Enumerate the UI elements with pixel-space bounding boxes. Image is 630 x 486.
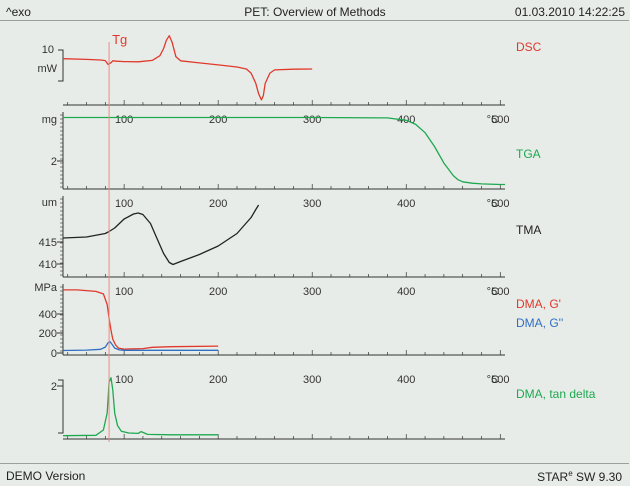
chart-title: PET: Overview of Methods xyxy=(244,5,386,19)
dsc-scale-label: 10 xyxy=(42,44,54,56)
plot-frame xyxy=(0,20,629,464)
series-label: DMA, G'' xyxy=(516,316,563,330)
dma-series-line xyxy=(62,341,219,352)
tga-series-line xyxy=(63,116,505,186)
brand-name: STAR xyxy=(537,470,569,484)
dma-x-tick-label: 200 xyxy=(209,286,227,298)
tma-x-tick-label: 300 xyxy=(303,198,321,210)
dma-x-tick-label: 500 xyxy=(491,286,509,298)
dma-y-tick-label: 200 xyxy=(39,328,57,340)
timestamp: 01.03.2010 14:22:25 xyxy=(514,5,625,19)
series-label: DMA, tan delta xyxy=(516,387,596,401)
tga-x-tick-label: 300 xyxy=(303,114,321,126)
tandelta-x-tick-label: 400 xyxy=(397,374,415,386)
dsc-y-unit: mW xyxy=(37,63,57,75)
series-label: DMA, G' xyxy=(516,297,561,311)
dma-x-tick-label: 300 xyxy=(303,286,321,298)
exo-direction-label: ^exo xyxy=(6,5,31,19)
dma-series-line xyxy=(63,289,219,350)
series-label: TMA xyxy=(516,223,541,237)
tandelta-x-unit: °C xyxy=(487,374,499,386)
tandelta-x-tick-label: 300 xyxy=(303,374,321,386)
software-version: STARe SW 9.30 xyxy=(537,469,622,484)
dma-x-unit: °C xyxy=(487,286,499,298)
version-number: SW 9.30 xyxy=(572,470,622,484)
tandelta-x-tick-label: 500 xyxy=(491,374,509,386)
tma-y-tick-label: 415 xyxy=(39,237,57,249)
tga-x-tick-label: 100 xyxy=(115,114,133,126)
tandelta-x-tick-label: 100 xyxy=(115,374,133,386)
tma-y-tick-label: 410 xyxy=(39,259,57,271)
tma-x-unit: °C xyxy=(487,198,499,210)
tandelta-x-tick-label: 200 xyxy=(209,374,227,386)
demo-version-label: DEMO Version xyxy=(6,469,86,483)
tandelta-scale-bar xyxy=(58,379,64,434)
tandelta-y-tick-label: 2 xyxy=(51,381,57,393)
brand-mark: e xyxy=(568,469,573,478)
tma-x-tick-label: 200 xyxy=(209,198,227,210)
dsc-scale-bar xyxy=(58,49,64,82)
dma-x-tick-label: 100 xyxy=(115,286,133,298)
tma-series-line xyxy=(62,204,260,266)
tandelta-series-line xyxy=(62,377,219,437)
tga-x-unit: °C xyxy=(487,114,499,126)
dma-y-unit: MPa xyxy=(34,282,58,294)
tga-x-tick-label: 500 xyxy=(491,114,509,126)
tga-x-tick-label: 200 xyxy=(209,114,227,126)
dma-y-tick-label: 400 xyxy=(39,309,57,321)
tma-x-tick-label: 500 xyxy=(491,198,509,210)
tma-x-tick-label: 100 xyxy=(115,198,133,210)
tga-y-unit: mg xyxy=(42,114,57,126)
dma-x-tick-label: 400 xyxy=(397,286,415,298)
status-bar: DEMO Version STARe SW 9.30 xyxy=(0,466,630,486)
series-label: DSC xyxy=(516,40,542,54)
tma-x-tick-label: 400 xyxy=(397,198,415,210)
series-label: TGA xyxy=(516,147,541,161)
dsc-series-line xyxy=(62,35,313,101)
tga-y-tick-label: 2 xyxy=(51,156,57,168)
tg-label: Tg xyxy=(112,32,127,47)
title-bar: ^exo PET: Overview of Methods 01.03.2010… xyxy=(0,2,630,22)
dma-y-tick-label: 0 xyxy=(51,348,57,360)
tma-y-unit: um xyxy=(42,197,57,209)
